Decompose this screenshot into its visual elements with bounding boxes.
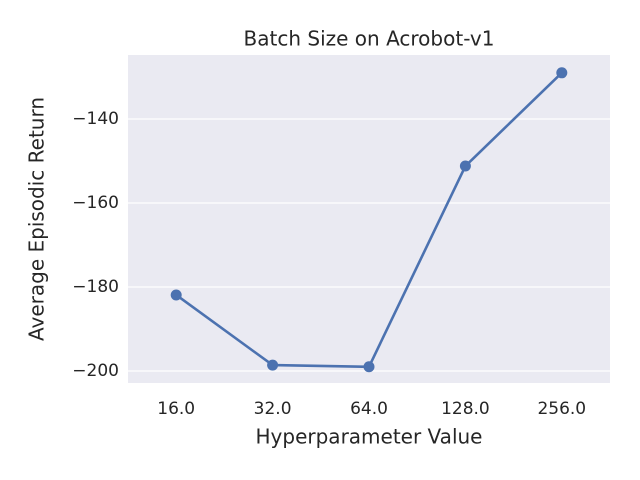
x-tick-label: 64.0 [350,399,388,419]
point [170,289,182,301]
x-tick-label: 128.0 [441,399,490,419]
chart-title: Batch Size on Acrobot-v1 [244,27,495,51]
y-tick-label: −200 [72,361,119,381]
x-axis-label: Hyperparameter Value [256,425,483,449]
point [556,67,568,79]
x-tick-label: 32.0 [254,399,292,419]
point [459,160,471,172]
y-tick-label: −180 [72,277,119,297]
x-tick-label: 16.0 [157,399,195,419]
plot-area [128,55,610,383]
y-tick-label: −160 [72,193,119,213]
y-axis-label: Average Episodic Return [25,97,49,341]
y-tick-label: −140 [72,109,119,129]
point [363,361,375,373]
x-tick-label: 256.0 [537,399,586,419]
point [267,359,279,371]
